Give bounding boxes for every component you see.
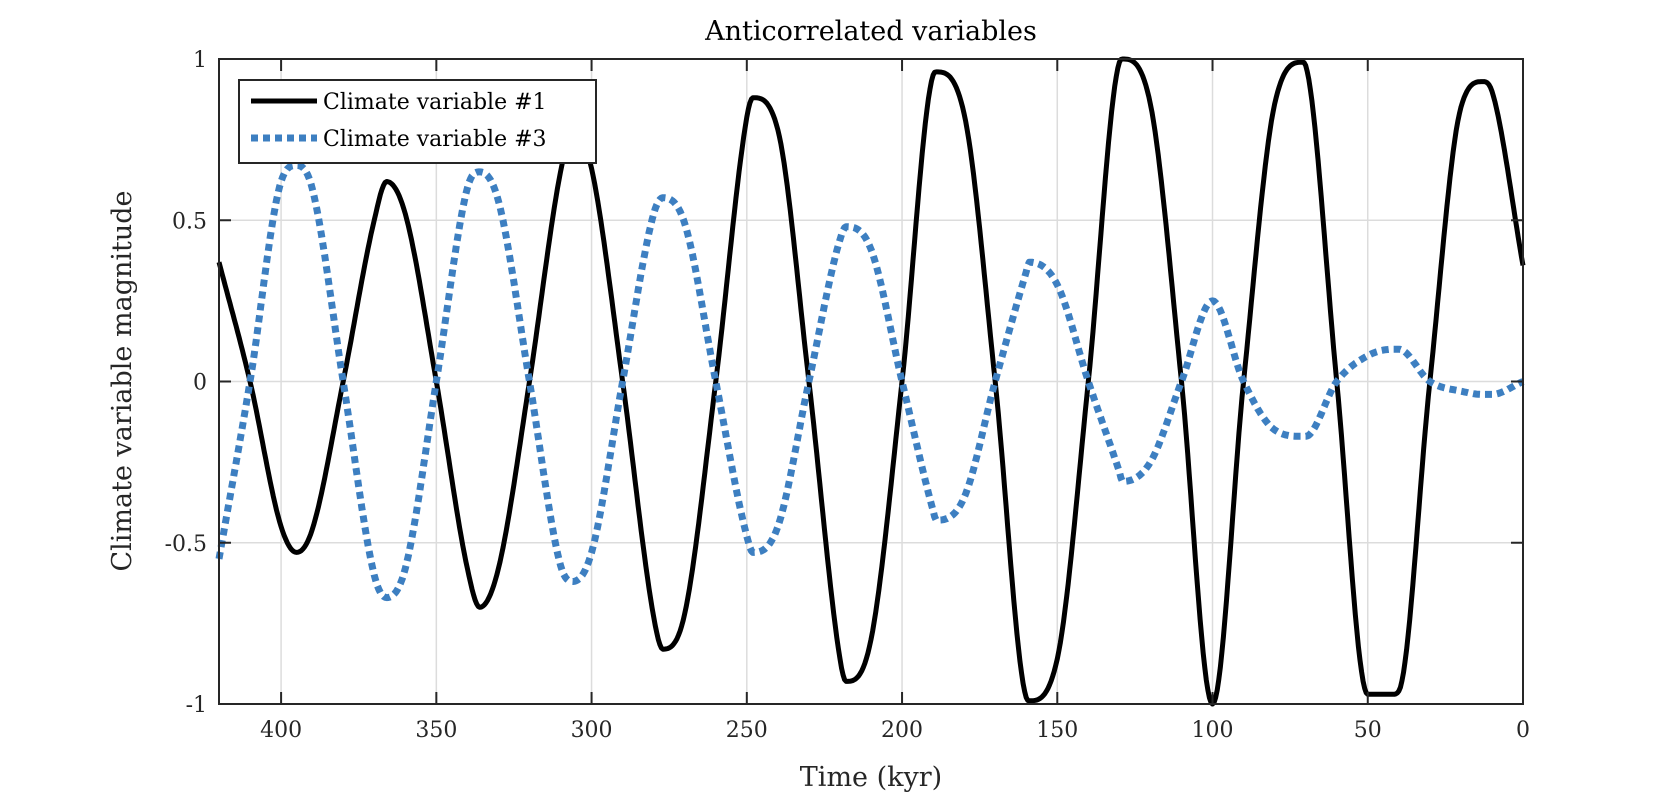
x-tick-label: 0 (1516, 718, 1530, 743)
ticks (219, 58, 1524, 705)
x-tick-label: 200 (881, 718, 923, 743)
chart-title: Anticorrelated variables (704, 16, 1037, 47)
x-tick-label: 150 (1036, 718, 1078, 743)
plot-series (215, 56, 1526, 707)
x-tick-label: 50 (1354, 718, 1382, 743)
y-tick-label: 0 (193, 371, 207, 396)
x-axis-label: Time (kyr) (800, 762, 942, 793)
x-tick-label: 100 (1192, 718, 1234, 743)
legend-label-1: Climate variable #1 (323, 90, 547, 115)
x-tick-label: 300 (571, 718, 613, 743)
series-line-2 (215, 161, 1525, 602)
y-tick-label: -0.5 (165, 532, 207, 557)
x-tick-label: 250 (726, 718, 768, 743)
tick-labels: 400 350 300 250 200 150 100 50 0 1 0.5 0 -0.5 -1 (165, 48, 1530, 743)
legend-label-3: Climate variable #3 (323, 127, 547, 152)
y-tick-label: 0.5 (172, 209, 207, 234)
legend: Climate variable #1 Climate variable #3 (238, 79, 597, 164)
y-tick-label: 1 (193, 48, 207, 73)
y-tick-label: -1 (186, 693, 207, 718)
x-tick-label: 400 (260, 718, 302, 743)
x-tick-label: 350 (415, 718, 457, 743)
legend-box (238, 79, 597, 164)
y-axis-label: Climate variable magnitude (107, 190, 138, 571)
